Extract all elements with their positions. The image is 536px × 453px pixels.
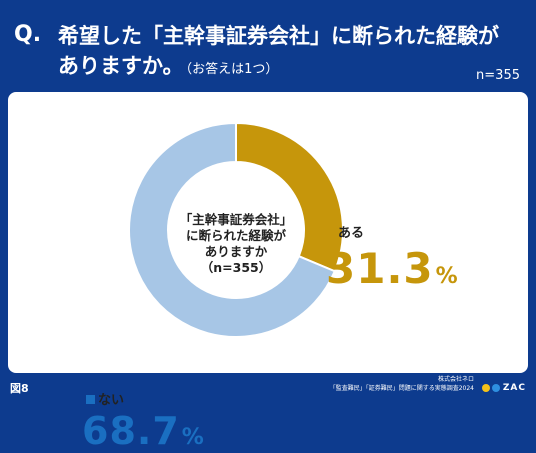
logo-dot-blue-icon (491, 384, 500, 392)
source-credit: 株式会社ネロ 「監査難民」「証券難民」問題に関する実態調査2024 (330, 375, 474, 393)
question-note: （お答えは1つ） (185, 62, 279, 77)
center-line-1: 「主幹事証券会社」 (179, 212, 293, 227)
legend-nai-swatch (86, 395, 95, 404)
center-line-3: ありますか (204, 244, 268, 259)
center-line-2: に断られた経験が (185, 228, 286, 243)
donut-slice-nai (128, 121, 337, 338)
legend-nai-label: ない (98, 393, 125, 408)
legend-aru-swatch (326, 228, 335, 237)
zac-logo: ZAC (481, 381, 526, 395)
donut-slice-aru (235, 121, 344, 273)
source-line-1: 株式会社ネロ (437, 376, 474, 383)
question-label: Q. (14, 22, 42, 47)
data-label-nai-value: 68.7 (82, 409, 180, 453)
data-label-nai-unit: % (181, 425, 205, 450)
header: Q. 希望した「主幹事証券会社」に断られた経験が ありますか。 （お答えは1つ） … (0, 0, 536, 92)
logo-dot-yellow-icon (481, 384, 490, 392)
question-line2: ありますか。 （お答えは1つ） (58, 50, 278, 80)
sample-size: n=355 (476, 68, 520, 83)
question-line2-text: ありますか。 (58, 54, 184, 78)
donut-center-label: 「主幹事証券会社」 に断られた経験が ありますか （n=355） (161, 212, 311, 276)
figure-number: 図8 (10, 382, 29, 395)
question-line1: 希望した「主幹事証券会社」に断られた経験が (58, 24, 499, 48)
data-label-aru-value: 31.3 (326, 244, 434, 293)
source-line-2: 「監査難民」「証券難民」問題に関する実態調査2024 (329, 385, 474, 392)
legend-nai: ない (86, 389, 124, 408)
chart-card: 「主幹事証券会社」 に断られた経験が ありますか （n=355） ある 31.3… (8, 92, 528, 453)
data-label-aru: 31.3% (326, 244, 459, 293)
logo-text: ZAC (502, 383, 526, 393)
center-line-4: （n=355） (200, 260, 272, 275)
data-label-aru-unit: % (435, 264, 459, 289)
donut-chart (128, 121, 344, 338)
donut-slices (128, 121, 344, 338)
legend-aru: ある (326, 222, 364, 241)
data-label-nai: 68.7% (82, 409, 205, 453)
legend-aru-label: ある (338, 226, 365, 241)
